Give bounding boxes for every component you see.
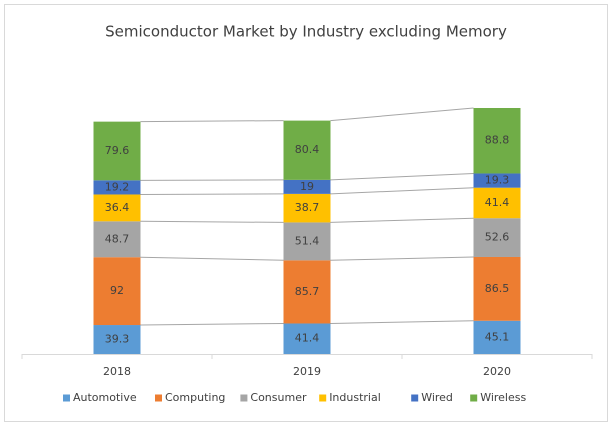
x-tick-label: 2018 bbox=[103, 365, 131, 378]
x-tick-label: 2019 bbox=[293, 365, 321, 378]
legend-swatch bbox=[240, 395, 247, 402]
legend-swatch bbox=[411, 395, 418, 402]
legend-label: Computing bbox=[165, 391, 225, 404]
data-label: 52.6 bbox=[485, 231, 510, 244]
data-label: 19.2 bbox=[105, 180, 130, 193]
data-label: 38.7 bbox=[295, 201, 320, 214]
data-label: 51.4 bbox=[295, 234, 320, 247]
data-label: 86.5 bbox=[485, 282, 510, 295]
legend-swatch bbox=[63, 395, 70, 402]
legend-label: Automotive bbox=[73, 391, 137, 404]
data-label: 85.7 bbox=[295, 285, 320, 298]
x-tick-label: 2020 bbox=[483, 365, 511, 378]
data-label: 92 bbox=[110, 284, 124, 297]
series-line bbox=[141, 194, 284, 195]
legend-label: Industrial bbox=[329, 391, 381, 404]
legend-label: Wireless bbox=[480, 391, 526, 404]
legend-swatch bbox=[155, 395, 162, 402]
legend-label: Wired bbox=[421, 391, 453, 404]
data-label: 41.4 bbox=[485, 196, 510, 209]
data-label: 45.1 bbox=[485, 330, 510, 343]
data-label: 80.4 bbox=[295, 143, 320, 156]
data-label: 19.3 bbox=[485, 174, 510, 187]
legend-label: Consumer bbox=[250, 391, 307, 404]
data-label: 19 bbox=[300, 180, 314, 193]
data-label: 48.7 bbox=[105, 232, 130, 245]
data-label: 39.3 bbox=[105, 333, 130, 346]
data-label: 36.4 bbox=[105, 201, 130, 214]
legend-swatch bbox=[319, 395, 326, 402]
data-label: 79.6 bbox=[105, 144, 130, 157]
legend-swatch bbox=[470, 395, 477, 402]
data-label: 88.8 bbox=[485, 134, 510, 147]
data-label: 41.4 bbox=[295, 332, 320, 345]
chart-title: Semiconductor Market by Industry excludi… bbox=[105, 23, 507, 41]
